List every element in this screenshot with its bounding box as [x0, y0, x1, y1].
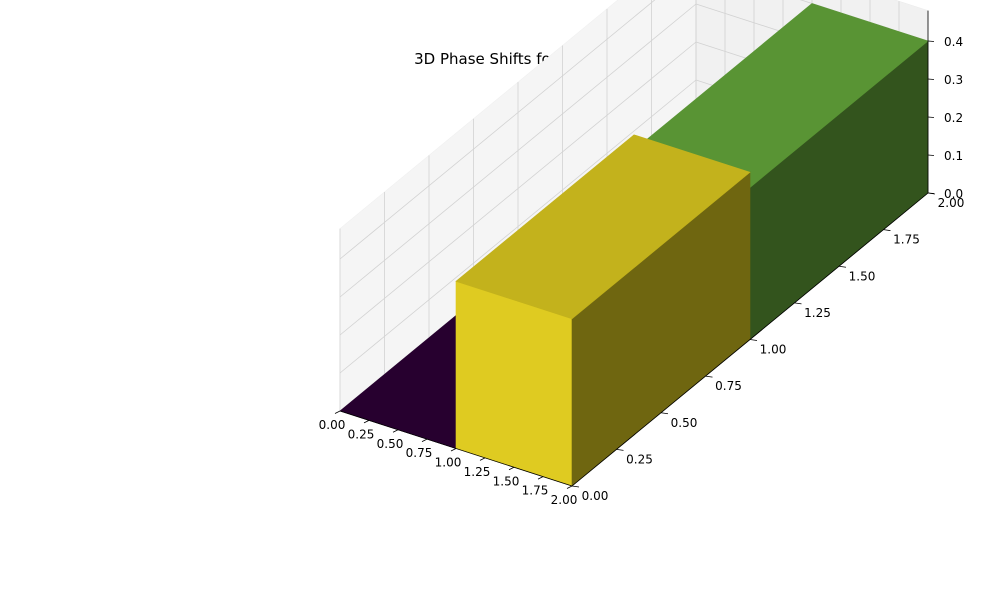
- y-tick-mark: [705, 375, 713, 378]
- x-tick-mark: [508, 466, 515, 471]
- bar-top-face: [455, 134, 751, 320]
- y-tick-label: 1.25: [804, 306, 831, 320]
- z-tick-mark: [927, 154, 935, 156]
- x-tick-label: 1.00: [435, 456, 462, 470]
- z-tick-label: 0.1: [944, 149, 963, 163]
- y-tick-label: 0.75: [715, 379, 742, 393]
- x-tick-mark: [479, 457, 486, 461]
- grid-line-z: [339, 0, 656, 260]
- x-tick-label: 0.50: [377, 437, 404, 451]
- y-tick-label: 1.50: [849, 269, 876, 283]
- grid-line-z: [339, 3, 697, 298]
- x-tick-label: 1.50: [493, 474, 520, 488]
- y-tick-label: 0.50: [671, 416, 698, 430]
- x-tick-label: 0.00: [319, 418, 346, 432]
- y-tick-label: 0.25: [626, 452, 653, 466]
- x-tick-label: 1.25: [464, 465, 491, 479]
- grid-line-z: [339, 41, 697, 336]
- x-tick-mark: [566, 485, 573, 489]
- z-tick-label: 0.2: [944, 111, 963, 125]
- z-tick-mark: [927, 40, 935, 42]
- x-tick-mark: [537, 476, 544, 480]
- y-tick-mark: [794, 302, 802, 305]
- x-tick-label: 0.75: [406, 446, 433, 460]
- y-tick-mark: [660, 412, 669, 415]
- z-tick-mark: [927, 116, 935, 118]
- x-tick-mark: [450, 448, 457, 452]
- y-tick-mark: [838, 265, 847, 268]
- z-tick-label: 0.4: [944, 35, 963, 49]
- y-tick-label: 1.75: [893, 233, 920, 247]
- y-tick-mark: [883, 229, 891, 232]
- y-tick-mark: [749, 339, 758, 341]
- grid-line-z: [339, 79, 697, 374]
- x-tick-label: 0.25: [348, 427, 375, 441]
- x-tick-mark: [334, 410, 341, 414]
- x-tick-mark: [392, 429, 399, 433]
- y-tick-label: 2.00: [938, 196, 965, 210]
- bars-group: [339, 3, 929, 487]
- x-tick-mark: [421, 438, 428, 442]
- z-tick-mark: [927, 78, 935, 80]
- y-tick-mark: [616, 448, 624, 451]
- axes-group: 0.000.250.500.751.001.251.501.752.00 0.00…: [319, 10, 965, 507]
- y-tick-label: 0.00: [582, 489, 609, 503]
- x-tick-mark: [363, 420, 370, 424]
- z-tick-mark: [927, 192, 935, 194]
- z-tick-label: 0.3: [944, 73, 963, 87]
- y-tick-label: 1.00: [760, 343, 787, 357]
- x-tick-label: 2.00: [551, 493, 578, 507]
- y-tick-mark: [571, 485, 580, 488]
- z-tick-label: 0.0: [944, 187, 963, 201]
- x-tick-label: 1.75: [522, 484, 549, 498]
